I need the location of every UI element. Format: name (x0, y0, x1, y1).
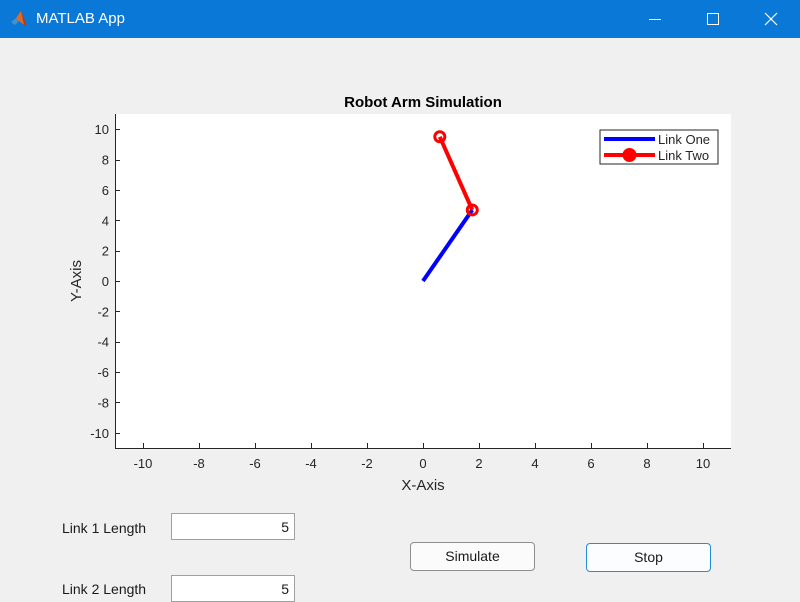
x-tick-label: 6 (587, 456, 594, 471)
legend-marker-link-two (622, 148, 637, 162)
y-tick-label: -8 (97, 395, 109, 410)
link1-length-field[interactable] (171, 513, 295, 540)
x-tick-label: 0 (419, 456, 426, 471)
legend-label-link-two: Link Two (658, 148, 709, 163)
y-tick-label: -6 (97, 365, 109, 380)
x-tick-label: -8 (193, 456, 205, 471)
x-tick-label: -10 (134, 456, 153, 471)
y-tick-label: -2 (97, 304, 109, 319)
maximize-icon (707, 13, 719, 25)
x-tick-label: 10 (696, 456, 710, 471)
y-tick-label: 6 (102, 183, 109, 198)
x-tick-label: -4 (305, 456, 317, 471)
link1-length-label: Link 1 Length (62, 520, 147, 536)
x-tick-label: -6 (249, 456, 261, 471)
minimize-button[interactable] (626, 0, 684, 38)
link2-length-label: Link 2 Length (62, 581, 147, 597)
joint-marker (433, 130, 447, 144)
y-tick-label: 4 (102, 213, 109, 228)
y-tick-label: 10 (95, 122, 109, 137)
close-icon (764, 12, 778, 26)
matlab-logo-icon (11, 11, 27, 26)
link2-length-field[interactable] (171, 575, 295, 602)
y-tick-label: -4 (97, 335, 109, 350)
x-tick-label: 2 (475, 456, 482, 471)
x-axis-label: X-Axis (401, 477, 444, 494)
plot-axes: Robot Arm Simulation X-Axis Y-Axis -10 -8… (68, 94, 731, 494)
x-tick-label: 4 (531, 456, 538, 471)
app-client-area: Robot Arm Simulation X-Axis Y-Axis -10 -8… (1, 38, 799, 602)
y-tick-label: 0 (102, 274, 109, 289)
legend-box (599, 129, 719, 165)
maximize-button[interactable] (684, 0, 742, 38)
x-tick-label: -2 (361, 456, 373, 471)
legend: Link One Link Two (599, 129, 719, 165)
legend-label-link-one: Link One (658, 132, 710, 147)
stop-button[interactable]: Stop (586, 543, 711, 572)
series-line-link-two (437, 135, 475, 211)
y-axis-label: Y-Axis (68, 260, 85, 302)
x-tick-label: 8 (643, 456, 650, 471)
close-button[interactable] (742, 0, 800, 38)
y-tick-label: -10 (90, 426, 109, 441)
minimize-icon (649, 19, 661, 20)
title-bar: MATLAB App (0, 0, 800, 38)
y-tick-label: 8 (102, 153, 109, 168)
joint-marker (465, 203, 479, 217)
series-line-link-one (421, 208, 474, 283)
y-tick-label: 2 (102, 244, 109, 259)
window-title: MATLAB App (36, 10, 125, 27)
chart-title: Robot Arm Simulation (344, 94, 502, 111)
simulate-button[interactable]: Simulate (410, 542, 535, 571)
